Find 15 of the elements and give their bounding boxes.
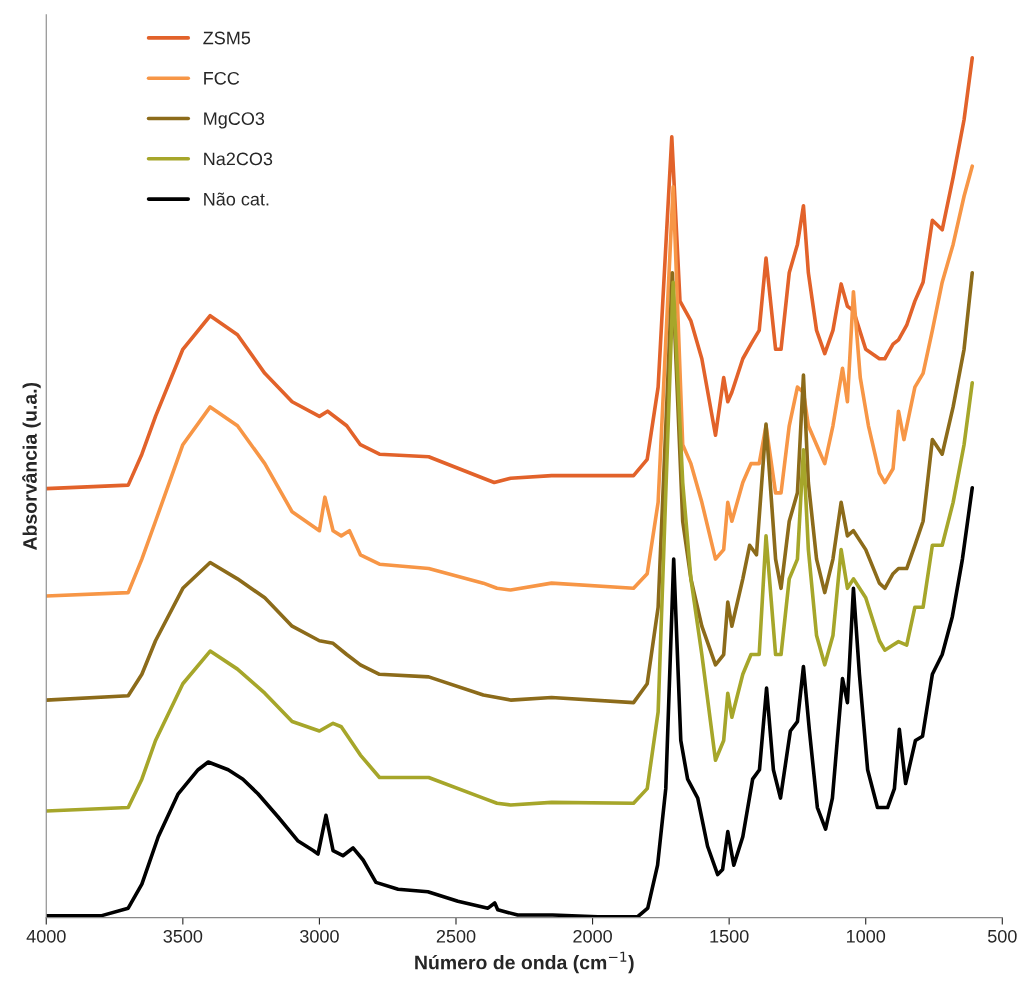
x-tick-label: 1000 xyxy=(847,929,886,943)
x-tick-label: 2500 xyxy=(436,929,476,943)
legend-label: Não cat. xyxy=(204,192,269,206)
x-tick-label: 3500 xyxy=(163,929,203,943)
y-axis-title: Absorvância (u.a.) xyxy=(22,382,41,551)
x-tick-label: 1500 xyxy=(710,929,749,943)
legend-label: ZSM5 xyxy=(203,31,251,45)
x-tick-label: 500 xyxy=(987,929,1017,943)
legend-label: MgCO3 xyxy=(204,112,265,129)
x-tick-label: 4000 xyxy=(26,929,66,943)
x-axis-title: Número de onda (cm$^{−1}$) xyxy=(415,951,634,974)
x-tick-label: 2000 xyxy=(573,929,612,943)
legend-label: FCC xyxy=(204,71,240,85)
legend-label: Na2CO3 xyxy=(204,152,273,166)
x-tick-label: 3000 xyxy=(300,929,339,943)
